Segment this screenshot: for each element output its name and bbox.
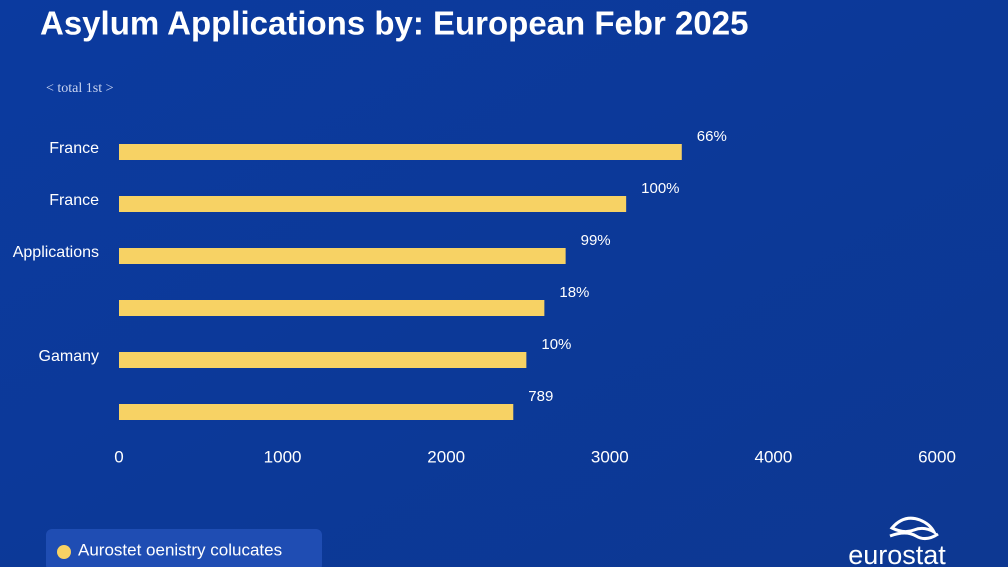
y-tick-label: Applications (13, 244, 99, 261)
bar-annotation: 10% (541, 336, 571, 353)
bar-annotation: 100% (641, 180, 679, 197)
chart-title: Asylum Applications by: European Febr 20… (40, 5, 748, 42)
x-tick-label: 3000 (591, 447, 629, 466)
legend-swatch (57, 545, 71, 559)
y-tick-label: France (49, 140, 99, 157)
logo: eurostat (848, 516, 946, 567)
bar (119, 248, 566, 264)
x-tick-label: 2000 (427, 447, 465, 466)
chart-subtitle: < total 1st > (46, 81, 114, 96)
logo-icon (889, 516, 938, 536)
logo-icon (889, 531, 939, 541)
y-tick-label: Gamany (39, 348, 99, 365)
bar (119, 144, 682, 160)
bar (119, 404, 514, 420)
bar (119, 300, 545, 316)
legend-label: Aurostet oenistry colucates (78, 540, 282, 559)
legend: Aurostet oenistry colucates (46, 529, 322, 567)
bar-annotation: 789 (528, 388, 553, 405)
x-tick-label: 6000 (918, 447, 956, 466)
y-tick-label: France (49, 192, 99, 209)
x-tick-label: 4000 (754, 447, 792, 466)
bar-annotation: 18% (559, 284, 589, 301)
bar (119, 352, 527, 368)
bar-annotation: 99% (581, 232, 611, 249)
bar-annotation: 66% (697, 128, 727, 145)
logo-text: eurostat (848, 540, 946, 567)
x-tick-label: 0 (114, 447, 123, 466)
legend-box (46, 529, 322, 567)
bar (119, 196, 627, 212)
x-tick-label: 1000 (264, 447, 302, 466)
